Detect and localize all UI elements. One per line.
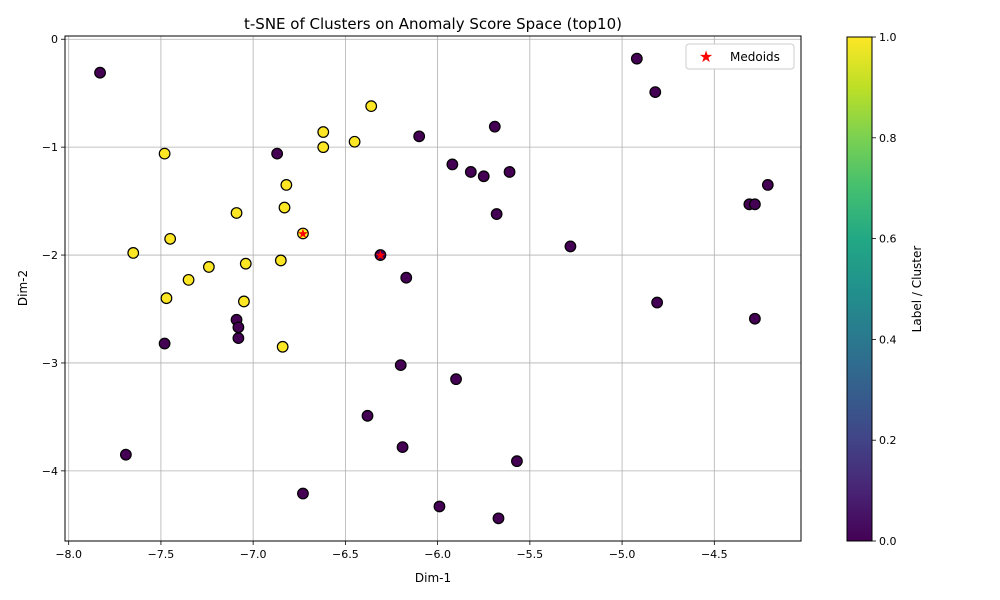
- x-tick-label: −6.5: [332, 548, 359, 561]
- data-point-cluster-1: [202, 261, 215, 273]
- y-axis-ticks: 0 −1 −2 −3 −4: [42, 33, 65, 478]
- data-point-cluster-1: [317, 126, 330, 138]
- colorbar-tick-label: 1.0: [879, 31, 897, 44]
- medoid-markers: ★★: [297, 227, 386, 264]
- colorbar-gradient: [846, 36, 873, 542]
- y-tick-label: −2: [42, 249, 58, 262]
- data-point-cluster-0: [396, 441, 409, 454]
- data-point-cluster-1: [274, 254, 287, 267]
- data-point-cluster-0: [490, 208, 503, 220]
- data-point-cluster-0: [433, 500, 446, 513]
- data-point-cluster-0: [492, 512, 505, 525]
- colorbar-ticks: 0.0 0.2 0.4 0.6 0.8 1.0: [872, 31, 897, 548]
- data-point-cluster-0: [511, 455, 523, 468]
- y-tick-label: −4: [42, 465, 58, 478]
- data-point-cluster-1: [158, 147, 171, 160]
- data-point-cluster-0: [748, 312, 761, 325]
- x-axis-ticks: −8.0 −7.5 −7.0 −6.5 −6.0 −5.5 −5.0 −4.5: [55, 541, 728, 561]
- medoid-legend-marker: ★: [699, 47, 713, 66]
- data-point-cluster-0: [374, 249, 387, 261]
- legend: ★ Medoids: [685, 43, 795, 70]
- colorbar: 0.0 0.2 0.4 0.6 0.8 1.0 Label / Cluster: [846, 31, 924, 548]
- legend-label-medoids: Medoids: [730, 50, 780, 64]
- data-point-cluster-1: [280, 179, 293, 191]
- x-tick-label: −6.0: [424, 548, 451, 561]
- data-point-cluster-0: [450, 373, 462, 386]
- plot-frame: [64, 35, 802, 542]
- data-point-cluster-0: [394, 359, 407, 372]
- data-point-cluster-0: [119, 448, 132, 461]
- data-point-cluster-0: [564, 240, 577, 253]
- data-point-cluster-1: [127, 246, 140, 259]
- data-point-cluster-0: [400, 271, 413, 284]
- data-point-cluster-1: [160, 292, 173, 305]
- data-point-cluster-1: [164, 232, 177, 245]
- data-point-cluster-1: [348, 135, 361, 148]
- data-point-cluster-1: [297, 227, 309, 240]
- data-point-cluster-0: [761, 179, 774, 191]
- x-tick-label: −7.0: [240, 548, 267, 561]
- data-point-cluster-0: [477, 170, 490, 183]
- data-point-cluster-1: [365, 100, 378, 113]
- x-tick-label: −5.5: [516, 548, 543, 561]
- data-point-cluster-0: [158, 337, 171, 350]
- data-point-cluster-0: [297, 487, 309, 500]
- data-point-cluster-1: [317, 141, 330, 154]
- y-tick-label: 0: [51, 33, 58, 46]
- data-point-cluster-0: [649, 86, 662, 99]
- y-tick-label: −3: [42, 357, 58, 370]
- colorbar-label: Label / Cluster: [910, 246, 924, 333]
- data-point-cluster-0: [413, 130, 426, 143]
- colorbar-tick-label: 0.6: [879, 233, 897, 246]
- data-point-cluster-1: [276, 340, 289, 353]
- x-tick-label: −8.0: [55, 548, 82, 561]
- x-tick-label: −5.0: [609, 548, 636, 561]
- y-axis-label: Dim-2: [16, 270, 30, 306]
- y-tick-label: −1: [42, 141, 58, 154]
- colorbar-tick-label: 0.2: [879, 434, 897, 447]
- data-point-cluster-0: [361, 409, 374, 422]
- medoid-star: ★: [297, 227, 309, 242]
- plot-area: [65, 36, 801, 541]
- x-axis-label: Dim-1: [415, 571, 451, 585]
- data-point-cluster-0: [446, 158, 459, 171]
- grid-lines: [65, 36, 801, 541]
- data-point-cluster-1: [278, 201, 291, 214]
- legend-box: [685, 43, 795, 70]
- medoid-star: ★: [375, 249, 387, 264]
- data-point-cluster-1: [239, 257, 252, 270]
- data-point-cluster-0: [232, 321, 245, 334]
- x-tick-label: −4.5: [701, 548, 728, 561]
- data-point-cluster-0: [488, 120, 501, 133]
- x-tick-label: −7.5: [148, 548, 175, 561]
- data-point-cluster-0: [503, 166, 516, 178]
- data-point-cluster-1: [182, 273, 195, 286]
- data-point-cluster-0: [271, 147, 284, 160]
- colorbar-tick-label: 0.4: [879, 333, 897, 346]
- colorbar-tick-label: 0.8: [879, 132, 897, 145]
- data-points: [94, 52, 774, 525]
- data-point-cluster-0: [651, 296, 664, 309]
- colorbar-tick-label: 0.0: [879, 535, 897, 548]
- data-point-cluster-0: [232, 332, 245, 345]
- data-point-cluster-0: [94, 66, 106, 79]
- data-point-cluster-0: [748, 198, 761, 211]
- data-point-cluster-1: [230, 207, 243, 219]
- data-point-cluster-0: [630, 52, 643, 65]
- data-point-cluster-1: [238, 295, 250, 308]
- chart-title: t-SNE of Clusters on Anomaly Score Space…: [244, 15, 622, 33]
- data-point-cluster-0: [464, 166, 477, 178]
